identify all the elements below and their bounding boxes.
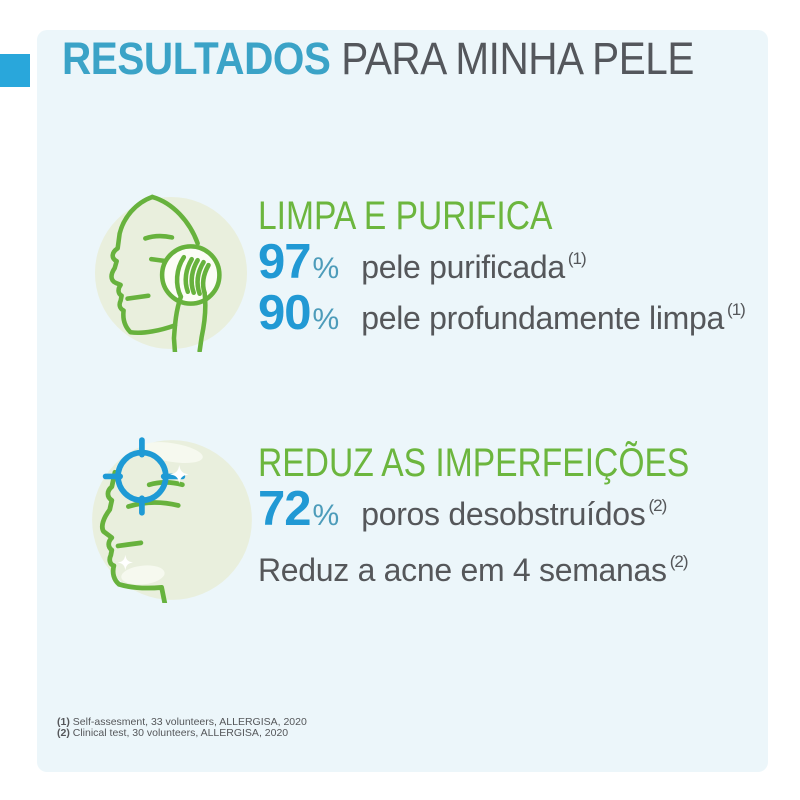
footnote-line: (2) Clinical test, 30 volunteers, ALLERG… (57, 726, 307, 739)
footnote-ref: (2) (648, 496, 667, 515)
footnote-text: Self-assesment, 33 volunteers, ALLERGISA… (72, 716, 307, 728)
accent-square (0, 54, 30, 87)
stat-value: 97 (258, 235, 312, 289)
stat-label: poros desobstruídos (361, 496, 646, 532)
section-heading: LIMPA E PURIFICA (258, 194, 553, 238)
footnote-ref: (2) (57, 726, 70, 739)
section-reduz-imperfeicoes: REDUZ AS IMPERFEIÇÕES 72% poros desobstru… (258, 441, 771, 536)
footnote-text: Clinical test, 30 volunteers, ALLERGISA,… (72, 726, 289, 739)
stat-label: pele profundamente limpa (361, 300, 725, 336)
footnote-ref: (1) (567, 249, 587, 268)
footnote-line: (1) Self-assesment, 33 volunteers, ALLER… (57, 717, 307, 728)
sparkle-icon (117, 554, 133, 571)
acne-note-line: Reduz a acne em 4 semanas (2) (258, 552, 689, 589)
section-heading: REDUZ AS IMPERFEIÇÕES (258, 441, 690, 485)
stat-value: 90 (258, 286, 312, 340)
stat-row: 97% pele purificada (1) (258, 238, 745, 289)
stat-row: 90% pele profundamente limpa (1) (258, 286, 746, 340)
footnote-ref: (2) (669, 552, 689, 571)
stat-label: pele purificada (361, 249, 565, 285)
footnote-ref: (1) (727, 300, 746, 319)
footnote-ref: (1) (57, 716, 70, 728)
stat-value: 72 (258, 482, 312, 536)
percent-sign: % (312, 303, 340, 336)
percent-sign: % (312, 252, 340, 285)
section-limpa-e-purifica: LIMPA E PURIFICA 97% pele purificada (1) 9… (258, 194, 746, 340)
title-rest: PARA MINHA PELE (341, 33, 694, 84)
page-title: RESULTADOS PARA MINHA PELE (62, 36, 694, 81)
title-highlight: RESULTADOS (62, 33, 331, 84)
results-panel (37, 30, 768, 772)
note-text: Reduz a acne em 4 semanas (258, 552, 667, 588)
sparkle-icon (169, 465, 189, 484)
face-cleansing-pad-icon (92, 194, 250, 352)
stat-row: 72% poros desobstruídos (2) (258, 485, 771, 536)
footnotes: (1) Self-assesment, 33 volunteers, ALLER… (57, 717, 307, 738)
percent-sign: % (312, 499, 340, 532)
face-target-icon (89, 437, 255, 603)
